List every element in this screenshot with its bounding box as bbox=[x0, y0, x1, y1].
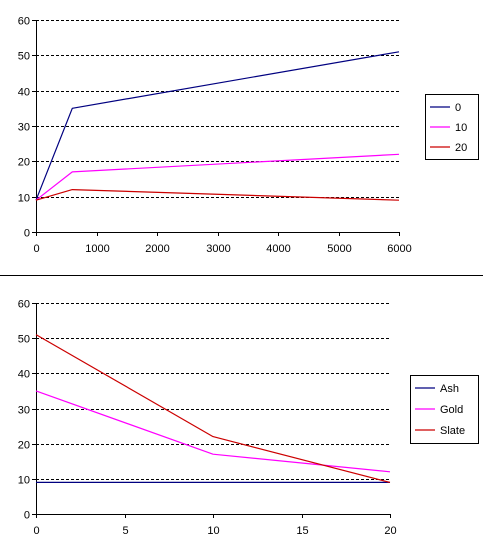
x-tick-label: 0 bbox=[33, 243, 39, 255]
y-tick-label: 40 bbox=[18, 87, 30, 99]
y-tick-label: 50 bbox=[18, 51, 30, 63]
x-tick-label: 4000 bbox=[266, 243, 290, 255]
legend-label: 0 bbox=[455, 102, 461, 114]
y-tick-label: 40 bbox=[18, 369, 30, 381]
chart-2: 0 10 20 30 40 50 60 0 5 10 15 20 Ash Gold Slate bbox=[18, 299, 479, 537]
legend-label: Gold bbox=[440, 404, 463, 416]
legend-label: 20 bbox=[455, 142, 467, 154]
legend-label: Slate bbox=[440, 425, 465, 437]
y-tick-label: 30 bbox=[18, 122, 30, 134]
y-tick-label: 60 bbox=[18, 299, 30, 311]
legend-label: Ash bbox=[440, 383, 459, 395]
series-line-gold bbox=[35, 390, 391, 473]
y-tick-label: 0 bbox=[24, 510, 30, 522]
x-tick-label: 6000 bbox=[387, 243, 411, 255]
legend: 0 10 20 bbox=[425, 94, 479, 160]
y-tick-label: 30 bbox=[18, 405, 30, 417]
series-line-20 bbox=[35, 189, 400, 201]
x-tick-label: 10 bbox=[207, 525, 219, 537]
x-tick-label: 1000 bbox=[85, 243, 109, 255]
legend-label: 10 bbox=[455, 122, 467, 134]
y-tick-label: 0 bbox=[24, 228, 30, 240]
series-line-10 bbox=[35, 153, 400, 201]
x-tick-label: 5000 bbox=[327, 243, 351, 255]
y-tick-label: 20 bbox=[18, 440, 30, 452]
y-tick-label: 60 bbox=[18, 16, 30, 28]
y-tick-label: 50 bbox=[18, 334, 30, 346]
x-tick-label: 3000 bbox=[206, 243, 230, 255]
series-line-0 bbox=[35, 51, 400, 201]
y-tick-label: 20 bbox=[18, 157, 30, 169]
x-tick-label: 15 bbox=[296, 525, 308, 537]
legend: Ash Gold Slate bbox=[410, 375, 479, 444]
chart-1: 0 10 20 30 40 50 60 0 1000 2000 3000 4000 5000 6000 0 1… bbox=[18, 16, 479, 255]
y-tick-label: 10 bbox=[18, 475, 30, 487]
series-line-slate bbox=[35, 334, 391, 483]
y-tick-label: 10 bbox=[18, 193, 30, 205]
x-tick-label: 5 bbox=[122, 525, 128, 537]
x-tick-label: 2000 bbox=[145, 243, 169, 255]
x-tick-label: 20 bbox=[384, 525, 396, 537]
x-tick-label: 0 bbox=[33, 525, 39, 537]
